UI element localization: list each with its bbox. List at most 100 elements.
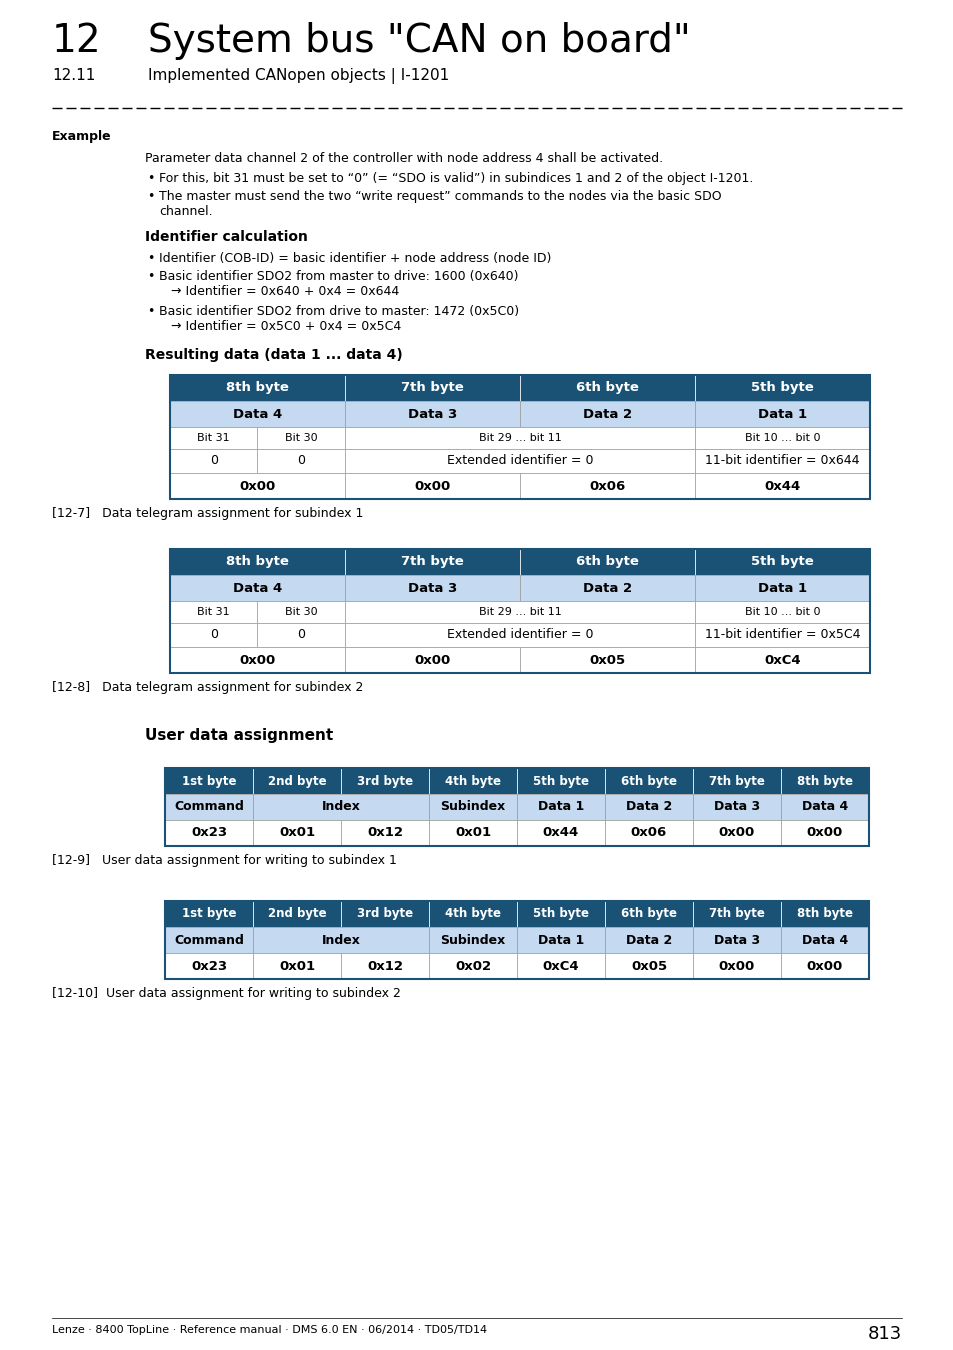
Bar: [692, 819, 781, 846]
Bar: [429, 768, 517, 794]
Bar: [429, 953, 517, 979]
Bar: [692, 768, 781, 794]
Bar: [345, 549, 519, 575]
Text: •: •: [147, 190, 154, 202]
Text: [12-10]  User data assignment for writing to subindex 2: [12-10] User data assignment for writing…: [52, 987, 400, 1000]
Text: Data 2: Data 2: [625, 801, 672, 814]
Bar: [253, 819, 340, 846]
Text: Basic identifier SDO2 from master to drive: 1600 (0x640): Basic identifier SDO2 from master to dri…: [159, 270, 518, 284]
Bar: [695, 375, 869, 401]
Text: Bit 10 ... bit 0: Bit 10 ... bit 0: [744, 608, 820, 617]
Text: •: •: [147, 305, 154, 319]
Bar: [692, 900, 781, 927]
Bar: [345, 601, 695, 622]
Bar: [781, 953, 868, 979]
Text: 5th byte: 5th byte: [750, 382, 813, 394]
Bar: [519, 549, 695, 575]
Text: 5th byte: 5th byte: [533, 775, 588, 787]
Bar: [165, 900, 868, 979]
Text: Data 2: Data 2: [625, 933, 672, 946]
Bar: [429, 819, 517, 846]
Bar: [429, 900, 517, 927]
Text: Resulting data (data 1 ... data 4): Resulting data (data 1 ... data 4): [145, 348, 402, 362]
Text: •: •: [147, 171, 154, 185]
Text: 0x06: 0x06: [630, 826, 666, 840]
Bar: [519, 575, 695, 601]
Bar: [695, 647, 869, 674]
Bar: [345, 401, 519, 427]
Text: The master must send the two “write request” commands to the nodes via the basic: The master must send the two “write requ…: [159, 190, 720, 202]
Bar: [519, 375, 695, 401]
Bar: [781, 794, 868, 819]
Bar: [257, 601, 345, 622]
Bar: [604, 819, 692, 846]
Text: 7th byte: 7th byte: [708, 907, 764, 921]
Text: 2nd byte: 2nd byte: [268, 907, 326, 921]
Text: •: •: [147, 252, 154, 265]
Text: Data 1: Data 1: [757, 408, 806, 420]
Bar: [165, 927, 253, 953]
Text: 0: 0: [297, 629, 305, 641]
Bar: [253, 953, 340, 979]
Text: → Identifier = 0x640 + 0x4 = 0x644: → Identifier = 0x640 + 0x4 = 0x644: [171, 285, 399, 298]
Bar: [429, 927, 517, 953]
Bar: [170, 472, 345, 499]
Text: For this, bit 31 must be set to “0” (= “SDO is valid”) in subindices 1 and 2 of : For this, bit 31 must be set to “0” (= “…: [159, 171, 753, 185]
Text: 0x23: 0x23: [191, 960, 227, 972]
Text: Identifier (COB-ID) = basic identifier + node address (node ID): Identifier (COB-ID) = basic identifier +…: [159, 252, 551, 265]
Bar: [345, 622, 695, 647]
Bar: [170, 401, 345, 427]
Bar: [340, 900, 429, 927]
Text: Identifier calculation: Identifier calculation: [145, 230, 308, 244]
Text: 2nd byte: 2nd byte: [268, 775, 326, 787]
Text: 0x00: 0x00: [719, 960, 755, 972]
Bar: [519, 401, 695, 427]
Bar: [695, 401, 869, 427]
Text: Bit 29 ... bit 11: Bit 29 ... bit 11: [478, 433, 560, 443]
Bar: [257, 622, 345, 647]
Bar: [345, 375, 519, 401]
Text: 0: 0: [297, 455, 305, 467]
Text: 0x00: 0x00: [239, 653, 275, 667]
Bar: [604, 900, 692, 927]
Bar: [170, 622, 257, 647]
Text: [12-8]   Data telegram assignment for subindex 2: [12-8] Data telegram assignment for subi…: [52, 680, 363, 694]
Text: 0x01: 0x01: [455, 826, 491, 840]
Bar: [604, 794, 692, 819]
Text: 0: 0: [210, 629, 217, 641]
Bar: [170, 549, 869, 674]
Text: Command: Command: [173, 801, 244, 814]
Bar: [345, 472, 519, 499]
Text: Data 3: Data 3: [408, 582, 456, 594]
Text: 0x01: 0x01: [278, 960, 314, 972]
Text: 8th byte: 8th byte: [796, 907, 852, 921]
Bar: [170, 450, 257, 472]
Text: 0x00: 0x00: [414, 653, 450, 667]
Text: 12.11: 12.11: [52, 68, 95, 82]
Bar: [692, 794, 781, 819]
Text: Bit 30: Bit 30: [285, 433, 317, 443]
Text: Data 4: Data 4: [801, 933, 847, 946]
Text: 0x00: 0x00: [239, 479, 275, 493]
Text: Data 2: Data 2: [582, 408, 632, 420]
Bar: [517, 927, 604, 953]
Text: Data 1: Data 1: [537, 933, 583, 946]
Text: Bit 31: Bit 31: [197, 433, 230, 443]
Text: Parameter data channel 2 of the controller with node address 4 shall be activate: Parameter data channel 2 of the controll…: [145, 153, 662, 165]
Bar: [517, 768, 604, 794]
Bar: [170, 427, 257, 450]
Text: 0x00: 0x00: [719, 826, 755, 840]
Text: 7th byte: 7th byte: [708, 775, 764, 787]
Text: Bit 10 ... bit 0: Bit 10 ... bit 0: [744, 433, 820, 443]
Text: Bit 29 ... bit 11: Bit 29 ... bit 11: [478, 608, 560, 617]
Text: 0x05: 0x05: [630, 960, 666, 972]
Bar: [695, 472, 869, 499]
Bar: [345, 647, 519, 674]
Bar: [165, 768, 868, 846]
Text: 0x00: 0x00: [806, 826, 842, 840]
Text: Bit 30: Bit 30: [285, 608, 317, 617]
Text: 0x23: 0x23: [191, 826, 227, 840]
Bar: [781, 768, 868, 794]
Text: Command: Command: [173, 933, 244, 946]
Text: [12-7]   Data telegram assignment for subindex 1: [12-7] Data telegram assignment for subi…: [52, 508, 363, 520]
